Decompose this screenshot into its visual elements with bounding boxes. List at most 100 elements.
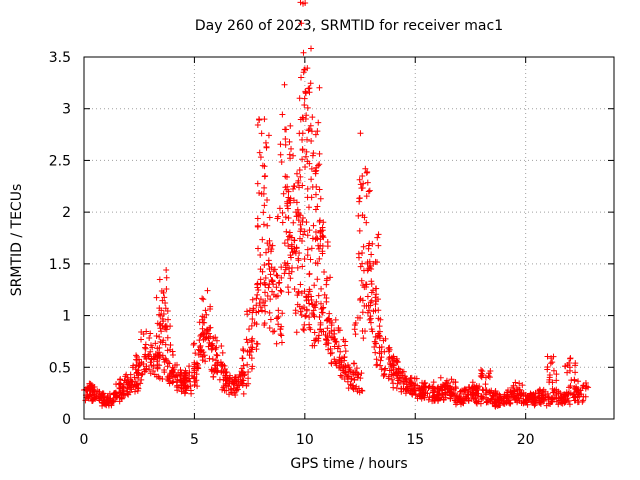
data-point-cluster (295, 288, 302, 295)
data-point-cluster (148, 342, 155, 349)
data-point-cluster (200, 296, 207, 303)
data-point-cluster (138, 371, 145, 378)
data-point-cluster (259, 307, 266, 314)
data-point-cluster (548, 395, 555, 402)
data-point-cluster (294, 264, 301, 271)
data-point-cluster (299, 237, 306, 244)
data-point-cluster (207, 303, 214, 310)
data-point-cluster (314, 128, 321, 135)
data-point-cluster (281, 81, 288, 88)
data-point-cluster (301, 327, 308, 334)
data-point-cluster (206, 355, 213, 362)
data-point-cluster (300, 214, 307, 221)
data-point-cluster (497, 393, 504, 400)
data-point-cluster (132, 388, 139, 395)
data-point-cluster (292, 250, 299, 257)
data-point-cluster (140, 361, 147, 368)
data-point-cluster (323, 281, 330, 288)
data-point-cluster (579, 384, 586, 391)
data-point-cluster (358, 185, 365, 192)
data-point-cluster (342, 369, 349, 376)
data-point-cluster (287, 195, 294, 202)
data-point-cluster (147, 370, 154, 377)
data-point-cluster (226, 391, 233, 398)
data-point-cluster (120, 390, 127, 397)
data-point-cluster (548, 355, 555, 362)
data-point-cluster (313, 298, 320, 305)
data-point-cluster (258, 190, 265, 197)
data-point-cluster (156, 333, 163, 340)
data-point-cluster (372, 349, 379, 356)
data-point-cluster (212, 365, 219, 372)
axis-ticks: 0 0.5 1 1.5 2 2.5 3 3.5 0 5 10 15 20 (49, 50, 614, 448)
data-point-cluster (295, 257, 302, 264)
data-point-cluster (321, 268, 328, 275)
data-point-cluster (375, 242, 382, 249)
data-point-cluster (166, 374, 173, 381)
data-point-cluster (397, 369, 404, 376)
data-point-cluster (209, 340, 216, 347)
data-point-cluster (553, 371, 560, 378)
data-point-cluster (254, 121, 261, 128)
data-point-cluster (253, 346, 260, 353)
data-point-cluster (310, 222, 317, 229)
data-point-cluster (167, 323, 174, 330)
data-point-cluster (385, 375, 392, 382)
data-point-cluster (435, 391, 442, 398)
data-point-cluster (230, 380, 237, 387)
data-point-cluster (291, 237, 298, 244)
data-point-cluster (279, 111, 286, 118)
data-point-cluster (479, 372, 486, 379)
data-point-cluster (143, 328, 150, 335)
data-point-cluster (96, 388, 103, 395)
data-point-cluster (282, 266, 289, 273)
data-point-cluster (244, 339, 251, 346)
data-point-cluster (373, 356, 380, 363)
data-point-cluster (270, 281, 277, 288)
data-point-cluster (166, 360, 173, 367)
data-point-cluster (295, 211, 302, 218)
data-point-cluster (124, 374, 131, 381)
data-point-cluster (345, 368, 352, 375)
data-point-cluster (536, 386, 543, 393)
data-point-cluster (327, 345, 334, 352)
data-point-cluster (111, 390, 118, 397)
data-point-cluster (351, 376, 358, 383)
data-point-cluster (354, 314, 361, 321)
data-point-cluster (146, 334, 153, 341)
data-point-cluster (133, 356, 140, 363)
data-point-cluster (505, 387, 512, 394)
data-point-cluster (359, 309, 366, 316)
data-point-cluster (309, 152, 316, 159)
data-point (549, 359, 556, 366)
data-point-cluster (261, 184, 268, 191)
data-point-cluster (574, 386, 581, 393)
data-point-cluster (115, 381, 122, 388)
data-point-cluster (234, 386, 241, 393)
data-point-cluster (303, 219, 310, 226)
data-point-cluster (301, 102, 308, 109)
data-point-cluster (241, 371, 248, 378)
data-point-cluster (420, 383, 427, 390)
data-point-cluster (559, 400, 566, 407)
data-point-cluster (376, 323, 383, 330)
data-point-cluster (146, 351, 153, 358)
data-point-cluster (365, 266, 372, 273)
data-point-cluster (267, 316, 274, 323)
data-point-cluster (287, 254, 294, 261)
data-point-cluster (325, 340, 332, 347)
data-point-cluster (373, 362, 380, 369)
data-point-cluster (268, 276, 275, 283)
data-point-cluster (248, 337, 255, 344)
data-point-cluster (160, 311, 167, 318)
data-point-cluster (261, 173, 268, 180)
data-point-cluster (262, 289, 269, 296)
data-point-cluster (372, 258, 379, 265)
data-point-cluster (186, 375, 193, 382)
data-point-cluster (199, 325, 206, 332)
data-point-cluster (288, 268, 295, 275)
data-point-cluster (161, 358, 168, 365)
data-point-cluster (125, 391, 132, 398)
data-point-cluster (209, 356, 216, 363)
y-tick-label: 3.5 (49, 50, 71, 66)
